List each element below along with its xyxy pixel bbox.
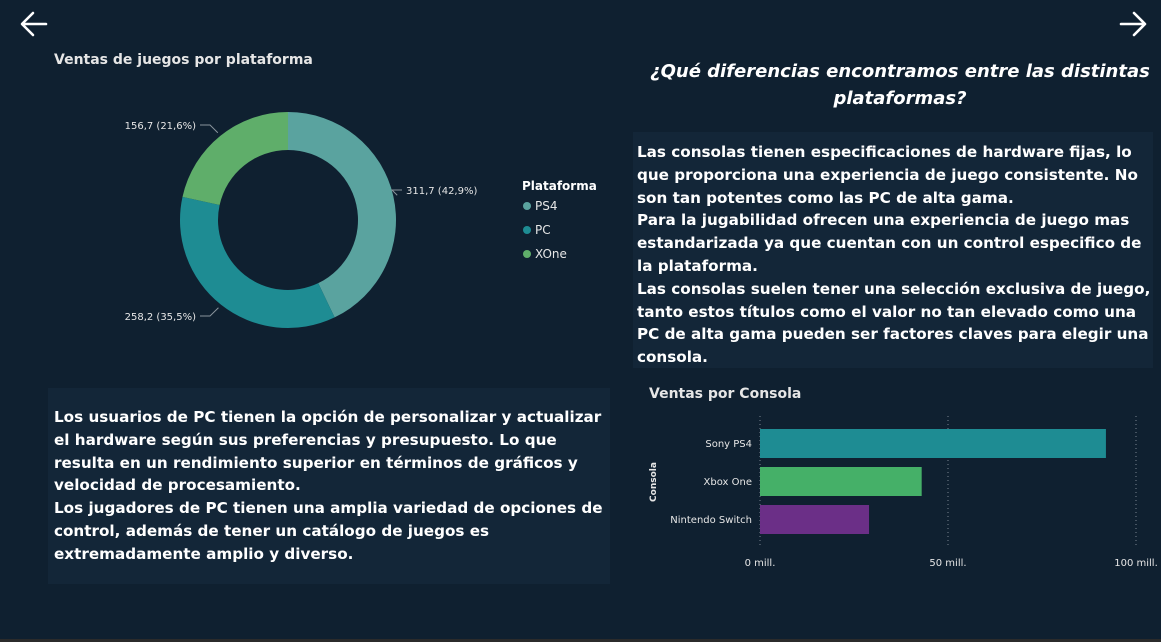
bar-chart: 0 mill. 50 mill. 100 mill. Sony PS4 Xbox One… [649, 416, 1158, 569]
donut-slice-ps4[interactable] [288, 112, 396, 318]
x-tick-label: 100 mill. [1114, 558, 1158, 569]
pc-text-box: Los usuarios de PC tienen la opción de p… [48, 388, 610, 584]
console-text: Las consolas tienen especificaciones de … [637, 141, 1151, 369]
donut-leader-line [200, 307, 219, 317]
x-tick-label: 50 mill. [929, 558, 966, 569]
legend-marker [523, 202, 531, 210]
x-tick-label: 0 mill. [745, 558, 776, 569]
y-tick-label: Sony PS4 [705, 439, 752, 450]
donut-data-label: 311,7 (42,9%) [406, 186, 477, 197]
legend-title: Plataforma [522, 179, 597, 193]
console-paragraph: Las consolas tienen especificaciones de … [637, 143, 1138, 207]
legend-marker [523, 250, 531, 258]
console-paragraph: Para la jugabilidad ofrecen una experien… [637, 211, 1142, 275]
donut-chart: 311,7 (42,9%) 258,2 (35,5%) 156,7 (21,6%) P… [125, 112, 597, 329]
legend-item-ps4[interactable]: PS4 [535, 199, 558, 213]
bar-xbox-one[interactable] [760, 467, 922, 496]
donut-chart-panel: 311,7 (42,9%) 258,2 (35,5%) 156,7 (21,6%) P… [48, 48, 608, 358]
bar-chart-panel: Ventas por Consola 0 mill. 50 mill. 100 mi… [640, 378, 1160, 588]
pc-text: Los usuarios de PC tienen la opción de p… [54, 406, 608, 566]
donut-leader-line [390, 189, 402, 196]
bar-chart-title: Ventas por Consola [649, 386, 802, 402]
arrow-left-icon[interactable] [18, 8, 50, 40]
bottom-divider [0, 639, 1161, 642]
y-tick-label: Nintendo Switch [670, 515, 752, 526]
donut-data-label: 258,2 (35,5%) [125, 312, 196, 323]
y-axis-label: Consola [649, 462, 659, 502]
donut-chart-title: Ventas de juegos por plataforma [54, 52, 313, 68]
legend-marker [523, 226, 531, 234]
console-paragraph: Las consolas suelen tener una selección … [637, 279, 1151, 367]
donut-slice-pc[interactable] [180, 196, 335, 329]
donut-slice-xone[interactable] [182, 112, 288, 206]
pc-paragraph: Los jugadores de PC tienen una amplia va… [54, 499, 603, 563]
legend-item-pc[interactable]: PC [535, 223, 551, 237]
question-title: ¿Qué diferencias encontramos entre las d… [650, 61, 1150, 109]
donut-data-label: 156,7 (21,6%) [125, 121, 196, 132]
donut-leader-line [200, 124, 219, 134]
arrow-right-icon[interactable] [1117, 8, 1149, 40]
legend-item-xone[interactable]: XOne [535, 247, 567, 261]
y-tick-label: Xbox One [704, 477, 752, 488]
bar-sony-ps4[interactable] [760, 429, 1106, 458]
pc-paragraph: Los usuarios de PC tienen la opción de p… [54, 408, 602, 495]
bar-nintendo-switch[interactable] [760, 505, 870, 534]
console-text-box: Las consolas tienen especificaciones de … [633, 132, 1153, 368]
